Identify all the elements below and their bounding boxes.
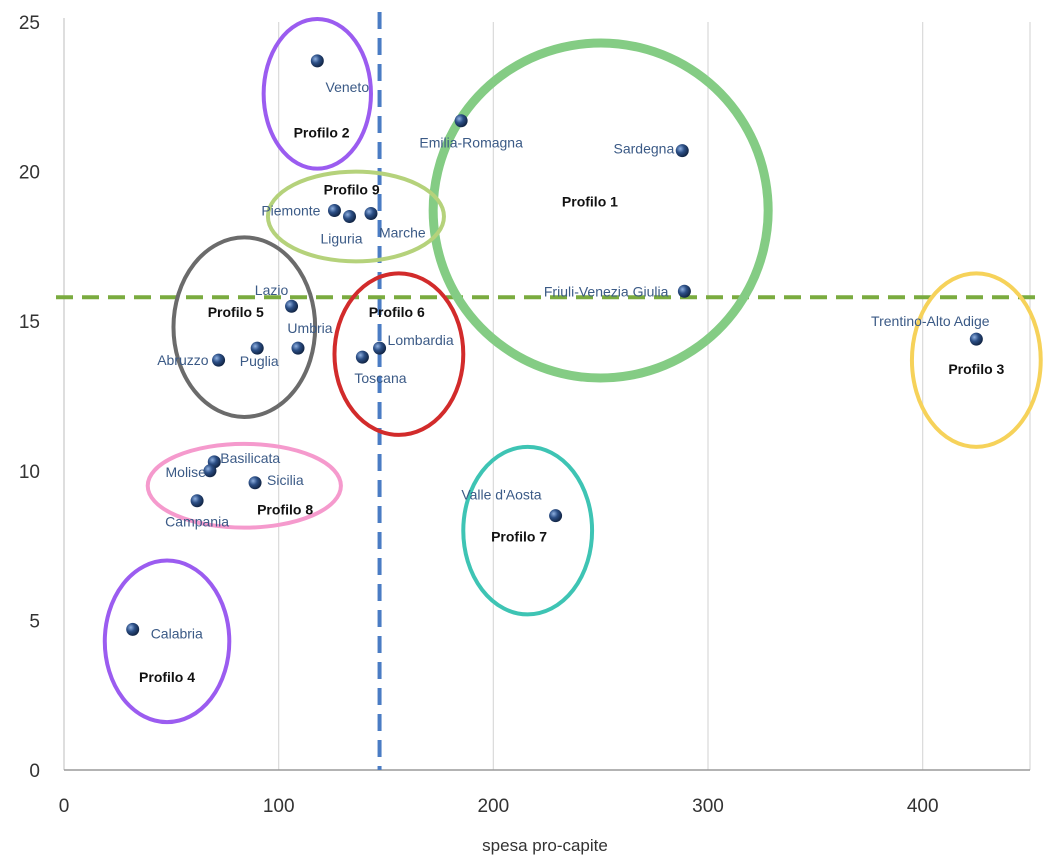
profile-ellipse [261,17,373,171]
data-points [126,54,983,636]
y-tick-label: 10 [19,462,40,483]
profile-label: Profilo 7 [491,529,547,545]
data-label: Sardegna [614,141,675,157]
data-point [310,54,324,68]
data-point [285,299,299,313]
data-label: Friuli-Venezia Giulia [544,283,669,299]
data-point [212,353,226,367]
data-label: Veneto [326,79,370,95]
profile-label: Profilo 5 [208,304,264,320]
profile-ellipse [145,441,343,530]
data-label: Calabria [151,625,203,641]
profile-label: Profilo 4 [139,669,195,685]
x-tick-label: 100 [263,796,295,817]
data-label: Lazio [255,282,289,298]
profile-ellipse [171,235,318,419]
x-tick-label: 0 [59,796,70,817]
data-point [675,144,689,158]
profile-labels: Profilo 1 Profilo 2 Profilo 3 Profilo 4 Prof… [139,125,1005,686]
data-label: Lombardia [388,332,454,348]
x-axis-label: spesa pro-capite [482,836,608,855]
data-point [343,209,357,223]
grid-lines [278,22,1031,770]
data-point [454,114,468,128]
profile-label: Profilo 3 [948,361,1004,377]
profile-ellipse [461,444,595,617]
data-label: Umbria [287,320,332,336]
data-label: Marche [379,224,426,240]
data-point [373,341,387,355]
data-point [126,622,140,636]
data-label: Campania [165,514,229,530]
data-label: Puglia [240,353,279,369]
data-point [364,206,378,220]
y-tick-label: 20 [19,163,40,184]
data-point [677,284,691,298]
data-label: Emilia-Romagna [419,135,523,151]
axes: 0 100 200 300 400 0 5 10 15 20 25 [19,13,1030,817]
y-tick-label: 0 [29,761,40,782]
data-label: Toscana [354,370,406,386]
data-label: Trentino-Alto Adige [871,313,990,329]
profile-label: Profilo 8 [257,502,313,518]
data-point [190,494,204,508]
profile-label: Profilo 6 [369,304,425,320]
data-point [291,341,305,355]
x-tick-label: 400 [907,796,939,817]
profile-ellipse [102,558,232,725]
data-labels: Veneto Emilia-Romagna Sardegna PiemonteLigu… [151,79,990,641]
y-tick-label: 25 [19,13,40,34]
data-label: Liguria [320,230,362,246]
profile-ellipse [909,271,1043,449]
profile-ellipses [102,17,1043,725]
x-tick-label: 200 [477,796,509,817]
reference-lines [56,12,1043,770]
data-point [327,203,341,217]
data-label: Valle d'Aosta [461,487,541,503]
data-point [203,464,217,478]
data-label: Sicilia [267,472,304,488]
data-point [355,350,369,364]
profile-label: Profilo 2 [294,125,350,141]
data-label: Molise [166,464,207,480]
profile-ellipse [428,38,773,383]
x-tick-label: 300 [692,796,724,817]
data-point [549,509,563,523]
data-label: Piemonte [261,202,320,218]
data-label: Abruzzo [157,352,209,368]
profile-ellipse [265,169,446,264]
profile-label: Profilo 9 [324,182,380,198]
data-point [250,341,264,355]
data-point [969,332,983,346]
data-point [248,476,262,490]
y-tick-label: 15 [19,312,40,333]
profile-label: Profilo 1 [562,194,618,210]
data-label: Basilicata [220,450,280,466]
y-tick-label: 5 [29,611,40,632]
profile-ellipse [332,271,466,437]
